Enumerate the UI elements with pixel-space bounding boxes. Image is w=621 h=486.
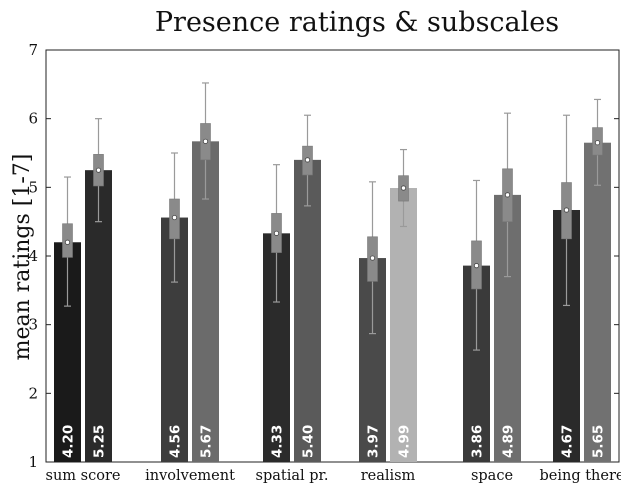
- x-tick-label: space: [471, 468, 513, 484]
- bar-value-label: 4.67: [560, 425, 576, 458]
- mean-point: [594, 140, 601, 146]
- mean-point: [504, 192, 511, 198]
- mean-point: [273, 230, 280, 236]
- y-axis-ticks: 1 2 3 4 5 6 7: [28, 41, 619, 471]
- bar-value-label: 5.65: [591, 425, 607, 458]
- bar-labels-layer: 4.20 5.25 4.56 5.67 4.33 5.40 3.97 4.99 3.86 4.89…: [61, 425, 607, 458]
- y-axis-label: mean ratings [1-7]: [10, 154, 35, 361]
- mean-point: [369, 255, 376, 261]
- mean-point: [64, 239, 71, 245]
- mean-point: [202, 138, 209, 144]
- mean-point: [473, 263, 480, 269]
- bar: [294, 159, 321, 462]
- bars-layer: [54, 141, 611, 463]
- bar-value-label: 4.99: [397, 425, 413, 458]
- bar-value-label: 4.89: [501, 425, 517, 458]
- x-tick-label: realism: [361, 468, 416, 484]
- bar-value-label: 5.40: [301, 425, 317, 458]
- y-tick-label: 2: [28, 384, 38, 402]
- y-tick-label: 7: [28, 41, 38, 59]
- bar: [390, 188, 417, 462]
- bar-value-label: 4.20: [61, 425, 77, 458]
- y-tick-label: 3: [28, 316, 38, 334]
- bar: [584, 142, 611, 462]
- x-tick-label: involvement: [145, 468, 235, 484]
- bar-value-label: 5.25: [92, 425, 108, 458]
- error-bars-layer: [62, 82, 603, 351]
- bar-value-label: 3.86: [470, 425, 486, 458]
- x-axis-ticks: sum score involvement spatial pr. realism sp…: [46, 468, 621, 484]
- x-tick-label: spatial pr.: [256, 468, 329, 484]
- mean-point: [400, 185, 407, 191]
- y-tick-label: 5: [28, 178, 38, 196]
- mean-point: [95, 167, 102, 173]
- chart-title: Presence ratings & subscales: [155, 7, 559, 38]
- mean-point: [171, 214, 178, 221]
- mean-point: [563, 207, 570, 213]
- y-tick-label: 6: [28, 110, 38, 128]
- plot-frame: [45, 49, 620, 463]
- bar-value-label: 5.67: [199, 425, 215, 458]
- bar-value-label: 3.97: [366, 425, 382, 458]
- x-tick-label: being there: [540, 468, 621, 484]
- y-tick-label: 1: [28, 453, 38, 471]
- bar-value-label: 4.33: [270, 425, 286, 458]
- y-tick-label: 4: [28, 247, 38, 265]
- x-tick-label: sum score: [46, 468, 121, 484]
- mean-point: [304, 157, 311, 163]
- bar-value-label: 4.56: [168, 425, 184, 458]
